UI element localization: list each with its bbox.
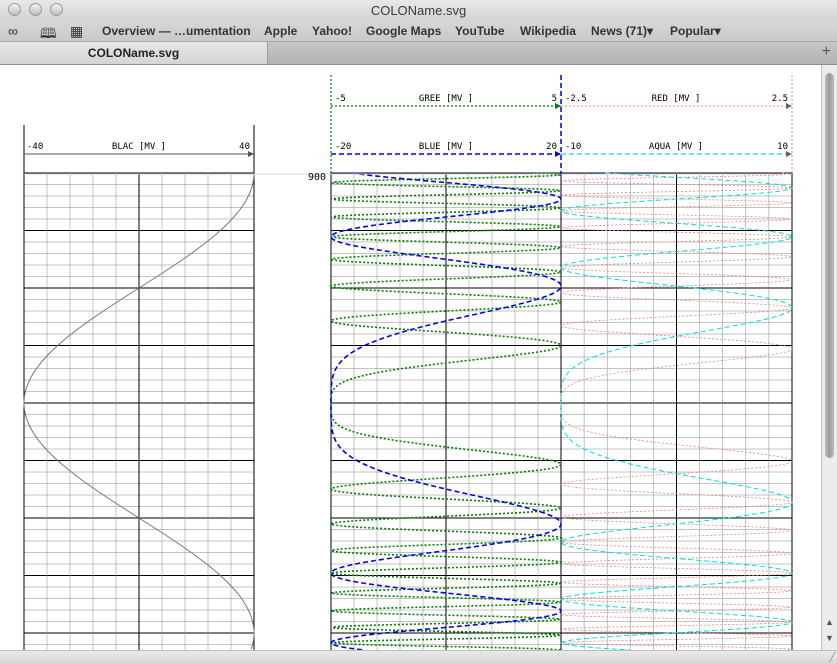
vertical-scrollbar[interactable]: ▲ ▼ xyxy=(821,65,837,650)
grid-layer xyxy=(23,172,793,650)
red-curve-label: RED [MV ] xyxy=(652,94,701,104)
blac-max-label: 40 xyxy=(239,142,250,152)
blac-curve xyxy=(23,173,255,650)
gree-scale-arrow-icon xyxy=(555,103,561,109)
new-tab-plus-icon[interactable]: + xyxy=(821,43,831,60)
gree-max-label: 5 xyxy=(552,94,557,104)
blue-curve-label: BLUE [MV ] xyxy=(419,142,473,152)
minimize-icon[interactable] xyxy=(29,3,42,16)
window-titlebar: COLOName.svg xyxy=(0,0,837,21)
curve-layer xyxy=(23,172,794,650)
bookmark-google-maps[interactable]: Google Maps xyxy=(366,24,442,38)
blue-curve xyxy=(330,172,562,650)
reading-list-icon[interactable]: ∞ xyxy=(8,23,18,39)
gree-min-label: -5 xyxy=(335,94,346,104)
aqua-scale-arrow-icon xyxy=(786,151,792,157)
tab-bar: COLOName.svg + xyxy=(0,42,837,65)
bookmark-yahoo[interactable]: Yahoo! xyxy=(312,24,353,38)
blac-scale-arrow-icon xyxy=(248,151,254,157)
blac-min-label: -40 xyxy=(27,142,43,152)
bookmark-wikipedia[interactable]: Wikipedia xyxy=(520,24,576,38)
red-scale-arrow-icon xyxy=(786,103,792,109)
resize-grip-icon[interactable]: ╱ xyxy=(829,652,835,662)
tab-coloname[interactable]: COLOName.svg xyxy=(0,42,268,64)
close-icon[interactable] xyxy=(8,3,21,16)
well-log-plot: -40 BLAC [MV ] 40 -5 GREE [MV ] 5 -20 BL… xyxy=(23,75,794,650)
bookmark-overview[interactable]: Overview — …umentation xyxy=(102,24,251,38)
bookmarks-bar: ∞ 🕮 ▦ Overview — …umentation Apple Yahoo… xyxy=(0,21,837,42)
scroll-up-arrow-icon[interactable]: ▲ xyxy=(825,617,834,627)
bookmark-popular-menu[interactable]: Popular▾ xyxy=(670,24,721,38)
blac-curve-label: BLAC [MV ] xyxy=(112,142,166,152)
depth-label-900: 900 xyxy=(308,172,326,183)
top-sites-grid-icon[interactable]: ▦ xyxy=(70,23,84,39)
scroll-down-arrow-icon[interactable]: ▼ xyxy=(825,633,834,643)
blue-scale-arrow-icon xyxy=(555,151,561,157)
tab-label: COLOName.svg xyxy=(87,46,180,60)
blue-min-label: -20 xyxy=(335,142,351,152)
gree-curve-label: GREE [MV ] xyxy=(419,94,473,104)
red-min-label: -2.5 xyxy=(565,94,587,104)
window-title: COLOName.svg xyxy=(370,3,467,18)
red-max-label: 2.5 xyxy=(772,94,788,104)
bookmarks-book-icon[interactable]: 🕮 xyxy=(40,25,57,41)
zoom-icon[interactable] xyxy=(50,3,63,16)
aqua-curve xyxy=(560,172,793,650)
horizontal-scrollbar[interactable]: ╱ xyxy=(0,650,837,664)
aqua-min-label: -10 xyxy=(565,142,581,152)
vertical-scroll-thumb[interactable] xyxy=(825,73,834,458)
aqua-curve-label: AQUA [MV ] xyxy=(649,142,703,152)
blue-max-label: 20 xyxy=(546,142,557,152)
document-view[interactable]: -40 BLAC [MV ] 40 -5 GREE [MV ] 5 -20 BL… xyxy=(0,65,821,650)
bookmark-apple[interactable]: Apple xyxy=(264,24,298,38)
aqua-max-label: 10 xyxy=(777,142,788,152)
bookmark-youtube[interactable]: YouTube xyxy=(455,24,505,38)
bookmark-news-menu[interactable]: News (71)▾ xyxy=(591,24,654,38)
gree-curve xyxy=(328,172,564,650)
